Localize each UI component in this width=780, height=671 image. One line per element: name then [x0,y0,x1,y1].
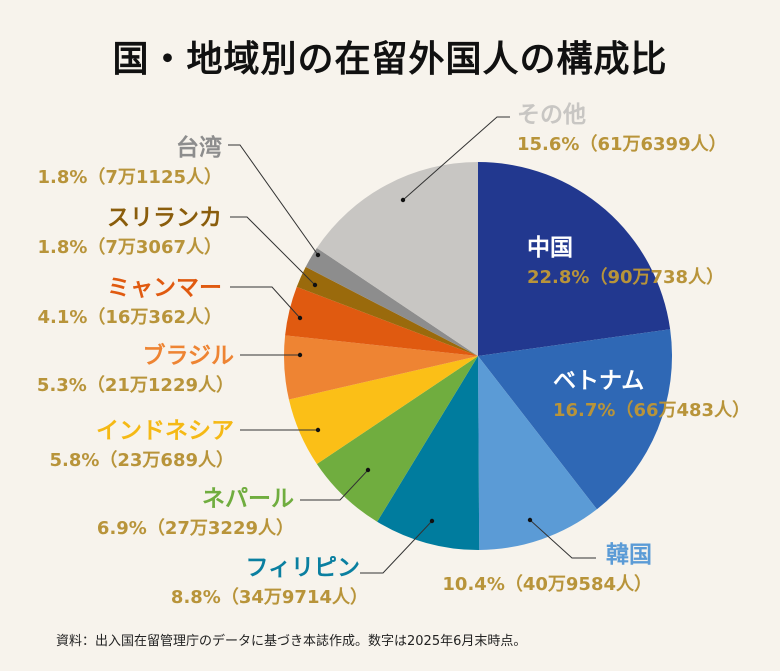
source-note: 資料：出入国在留管理庁のデータに基づき本誌作成。数字は2025年6月末時点。 [56,634,527,649]
pie-slice-1 [478,329,672,510]
slice-value: 1.8%（7万1125人） [37,167,222,188]
leader-line-10 [402,116,510,201]
slice-label-1: ベトナム 16.7%（66万483人） [553,366,750,426]
pie-slice-7 [285,286,478,356]
slice-label-5: インドネシア 5.8%（23万689人） [49,416,234,476]
slice-name: スリランカ [107,205,222,231]
leader-dot-10 [400,197,406,203]
slice-name: インドネシア [96,418,234,444]
pie-slice-2 [478,356,597,550]
slice-value: 16.7%（66万483人） [553,400,751,421]
slice-name: 中国 [527,235,573,261]
slice-label-9: 台湾 1.8%（7万1125人） [37,133,222,193]
leader-line-3 [360,520,433,574]
slice-name: ネパール [202,486,294,512]
leader-dot-4 [365,467,371,473]
leader-dot-9 [315,252,321,258]
slice-name: その他 [517,102,586,128]
leader-line-8 [230,216,316,286]
slice-value: 5.8%（23万689人） [49,450,234,471]
pie-slice-9 [305,247,478,356]
pie-slice-4 [316,356,478,522]
leader-dot-8 [312,282,318,288]
slice-value: 4.1%（16万362人） [37,307,222,328]
pie-slice-0 [478,162,671,356]
slice-label-0: 中国 22.8%（90万738人） [527,233,724,293]
leader-line-9 [228,144,319,256]
slice-label-3: フィリピン 8.8%（34万9714人） [171,553,368,613]
pie-slice-6 [284,335,478,400]
leader-dot-2 [527,517,533,523]
pie-slice-8 [296,266,478,356]
leader-line-2 [529,519,596,559]
leader-dot-3 [429,518,435,524]
slice-value: 15.6%（61万6399人） [517,134,727,155]
slice-value: 10.4%（40万9584人） [442,574,652,595]
slice-name: 韓国 [606,542,652,568]
slice-value: 8.8%（34万9714人） [170,587,368,608]
slice-value: 6.9%（27万3229人） [96,518,294,539]
slice-value: 1.8%（7万3067人） [37,237,222,258]
slice-label-4: ネパール 6.9%（27万3229人） [97,484,294,544]
slice-label-2: 韓国 10.4%（40万9584人） [442,540,652,600]
chart-title: 国・地域別の在留外国人の構成比 [112,39,668,80]
pie-slice-10 [316,162,478,356]
slice-name: フィリピン [245,555,360,581]
slice-name: ベトナム [553,368,645,394]
slice-label-8: スリランカ 1.8%（7万3067人） [37,203,222,263]
slice-value: 5.3%（21万1229人） [36,375,234,396]
leader-dot-5 [315,427,321,433]
leader-dot-6 [297,352,303,358]
leader-dot-7 [297,315,303,321]
leader-line-4 [300,469,369,501]
slice-name: 台湾 [176,135,222,161]
slice-label-6: ブラジル 5.3%（21万1229人） [37,341,234,401]
slice-name: ブラジル [142,343,234,369]
slice-value: 22.8%（90万738人） [527,267,725,288]
slice-label-7: ミャンマー 4.1%（16万362人） [37,273,222,333]
slice-name: ミャンマー [107,275,222,301]
slice-label-10: その他 15.6%（61万6399人） [517,100,727,160]
pie-slice-5 [288,356,478,465]
leader-line-7 [230,286,301,319]
pie-slice-3 [377,356,480,550]
